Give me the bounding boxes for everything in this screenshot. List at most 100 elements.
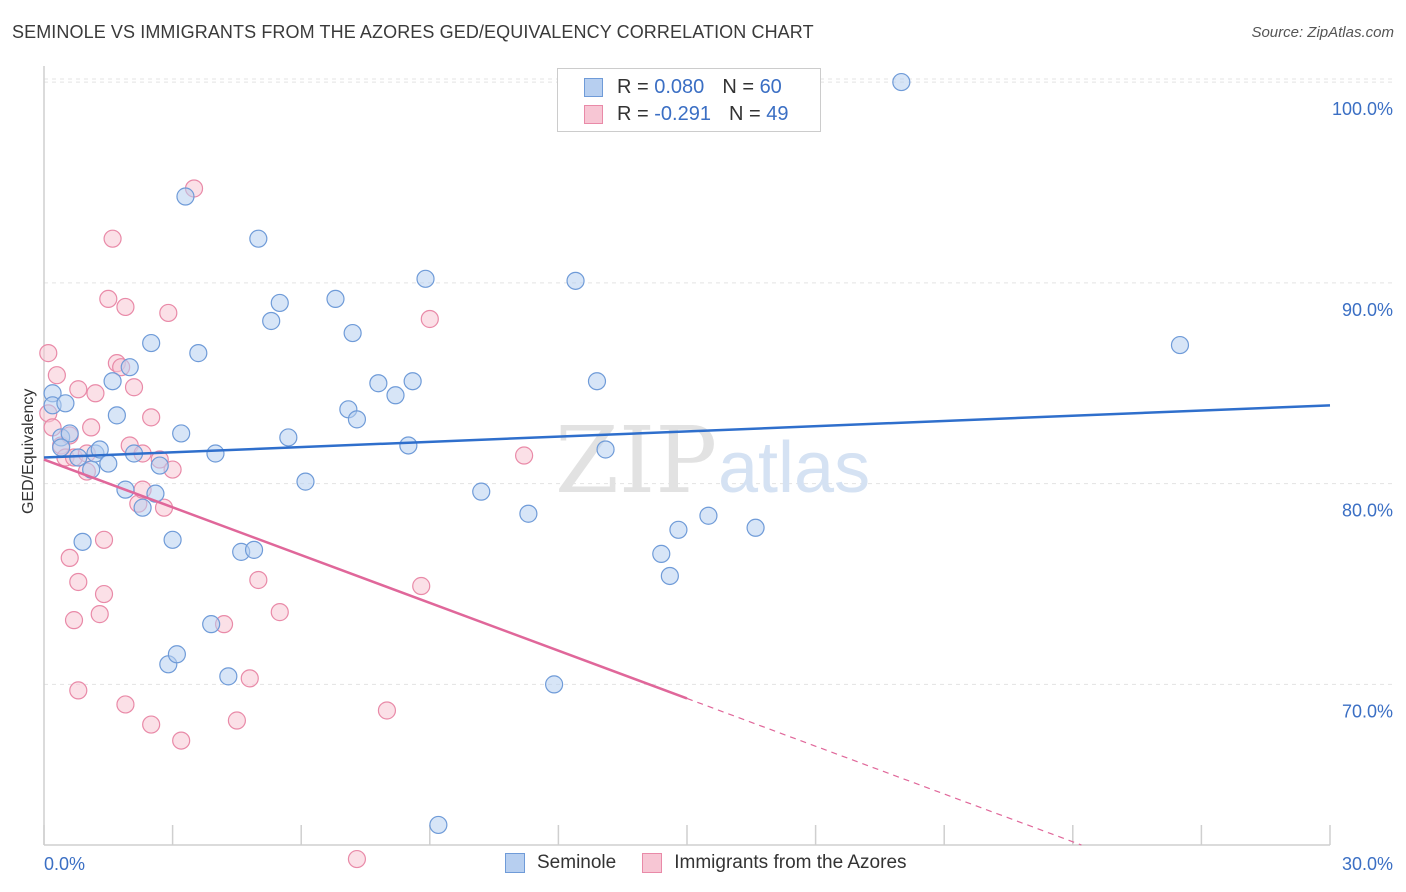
seminole-point [142,333,161,353]
seminole-point [386,386,405,405]
legend-r-label: R = [617,102,649,125]
azores-point [116,695,135,714]
seminole-point [176,187,195,206]
seminole-trend-line [43,404,1331,459]
series-seminole [43,72,1190,835]
seminole-point [107,406,126,425]
seminole-point [296,472,315,491]
azores-point [420,309,439,329]
chart-title: SEMINOLE VS IMMIGRANTS FROM THE AZORES G… [12,22,814,42]
seminole-point [262,311,281,331]
seminole-point [892,72,911,92]
legend-row-seminole: R = 0.080 N = 60 [584,75,782,99]
watermark-atlas: atlas [718,428,870,508]
seminole-point [133,498,152,517]
watermark: ZIP atlas [555,407,870,514]
legend-label-seminole: Seminole [537,852,617,873]
seminole-point [279,428,298,447]
azores-point [142,408,161,427]
azores-point [103,229,122,248]
seminole-point [120,358,139,377]
azores-point [60,548,79,568]
azores-point [86,384,105,403]
legend-swatch-seminole [505,853,525,873]
x-tick-label-min: 0.0% [44,854,85,874]
seminole-point [746,518,765,537]
seminole-point [56,394,75,413]
y-tick-label: 70.0% [1342,701,1393,721]
azores-point [249,570,268,590]
seminole-point [369,374,388,393]
seminole-point [90,440,109,459]
azores-point [64,611,84,630]
azores-point [515,446,534,465]
seminole-point [163,530,182,549]
seminole-point [416,269,435,288]
seminole-point [73,532,92,551]
seminole-point [189,344,208,363]
seminole-point [249,229,268,248]
seminole-point [167,645,186,664]
seminole-point [669,520,688,539]
seminole-point [172,424,191,443]
seminole-point [519,504,538,523]
azores-point [99,289,118,309]
x-tick-label-max: 30.0% [1342,854,1393,874]
seminole-point [219,667,238,686]
legend-n-label: N = [728,102,761,125]
seminole-point [244,540,264,559]
azores-point [47,366,66,385]
seminole-point [343,323,362,343]
azores-point [270,603,289,622]
seminole-point [596,440,615,459]
seminole-point [326,289,345,309]
azores-point [227,711,246,730]
seminole-point [566,271,585,290]
seminole-point [587,372,607,391]
azores-point [82,418,101,437]
legend-r-label: R = [617,75,649,98]
legend-label-azores: Immigrants from the Azores [674,852,907,873]
y-tick-labels: 70.0% 80.0% 90.0% 100.0% [1332,99,1393,721]
azores-point [172,731,191,750]
seminole-point [399,436,418,455]
watermark-zip: ZIP [555,407,717,514]
correlation-legend: R = 0.080 N = 60 R = -0.291 N = 49 [557,68,821,132]
azores-point [69,572,88,592]
chart-source: Source: ZipAtlas.com [1251,24,1394,41]
azores-point [69,380,88,399]
legend-swatch-azores [642,853,663,873]
azores-point [159,303,178,323]
seminole-point [699,506,718,525]
y-tick-label: 90.0% [1342,300,1393,320]
azores-point [39,344,58,363]
seminole-point [545,675,564,694]
legend-row-azores: R = -0.291 N = 49 [584,102,788,126]
legend-r-value: -0.291 [654,102,711,125]
legend-r-value: 0.080 [654,75,705,98]
azores-point [240,669,259,688]
azores-point [90,605,109,624]
azores-point [412,576,431,596]
azores-point [347,849,367,869]
seminole-point [403,372,422,391]
legend-item-seminole: Seminole [505,852,616,874]
azores-trend-extension [686,697,1082,846]
grid-lines [44,78,1393,685]
seminole-point [270,293,289,313]
azores-point [69,681,88,700]
seminole-point [347,410,367,429]
seminole-point [103,372,122,391]
seminole-point [206,444,225,463]
y-axis-label: GED/Equivalency [20,388,37,514]
legend-item-azores: Immigrants from the Azores [642,852,907,874]
seminole-point [150,456,169,475]
legend-swatch-azores [584,104,603,124]
azores-point [142,715,161,734]
seminole-point [99,454,118,473]
legend-n-value: 60 [759,75,782,98]
seminole-point [652,544,671,563]
trend-lines [43,404,1331,846]
legend-n-label: N = [722,75,754,98]
legend-n-value: 49 [766,102,789,125]
